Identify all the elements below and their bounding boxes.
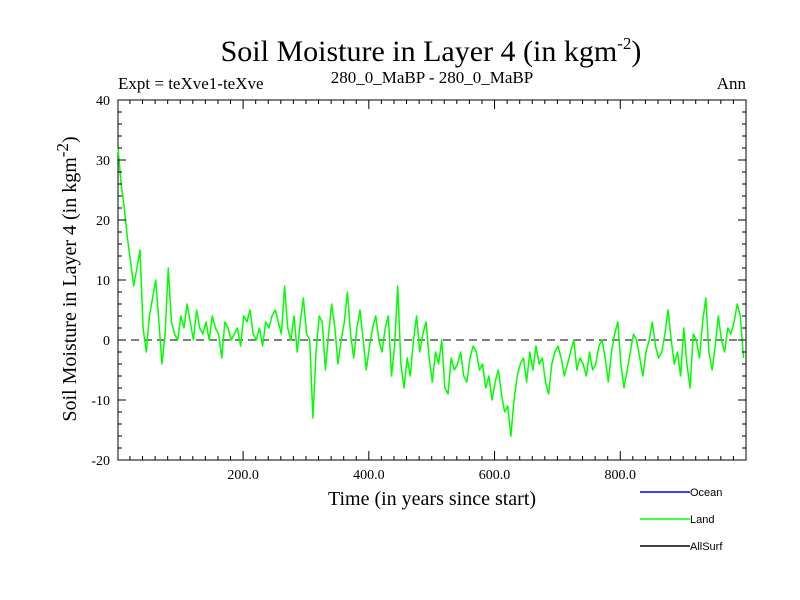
y-tick-label: 40 — [96, 94, 110, 109]
experiment-label: Expt = teXve1-teXve — [118, 74, 264, 93]
legend-label-ocean: Ocean — [690, 487, 722, 499]
y-tick-label: 10 — [96, 274, 110, 289]
plot-area — [117, 99, 747, 461]
y-tick-label: 20 — [96, 214, 110, 229]
chart-title-superscript: -2 — [617, 34, 631, 53]
y-axis-label: Soil Moisture in Layer 4 (in kgm-2) — [53, 136, 81, 421]
y-tick-label: 0 — [103, 334, 110, 349]
plot-frame — [117, 99, 747, 461]
series-layer — [117, 147, 745, 437]
x-tick-label: 800.0 — [605, 468, 637, 483]
axes-layer: -20 -10 0 10 20 30 40 200.0 400.0 600.0 800.0 — [91, 94, 746, 483]
y-tick-label: -20 — [91, 454, 110, 469]
x-tick-label: 600.0 — [479, 468, 511, 483]
season-label: Ann — [717, 74, 747, 93]
x-tick-label: 200.0 — [227, 468, 259, 483]
x-axis-label: Time (in years since start) — [328, 488, 536, 510]
y-axis-label-superscript: -2 — [53, 143, 72, 157]
series-line-land — [117, 147, 745, 437]
period-label: 280_0_MaBP - 280_0_MaBP — [331, 68, 533, 87]
legend-label-allsurf: AllSurf — [690, 541, 723, 553]
x-tick-label: 400.0 — [353, 468, 385, 483]
y-tick-label: -10 — [91, 394, 110, 409]
legend-label-land: Land — [690, 514, 714, 526]
legend: Ocean Land AllSurf — [640, 487, 723, 553]
chart-title: Soil Moisture in Layer 4 (in kgm-2) — [221, 34, 642, 68]
y-tick-label: 30 — [96, 154, 110, 169]
